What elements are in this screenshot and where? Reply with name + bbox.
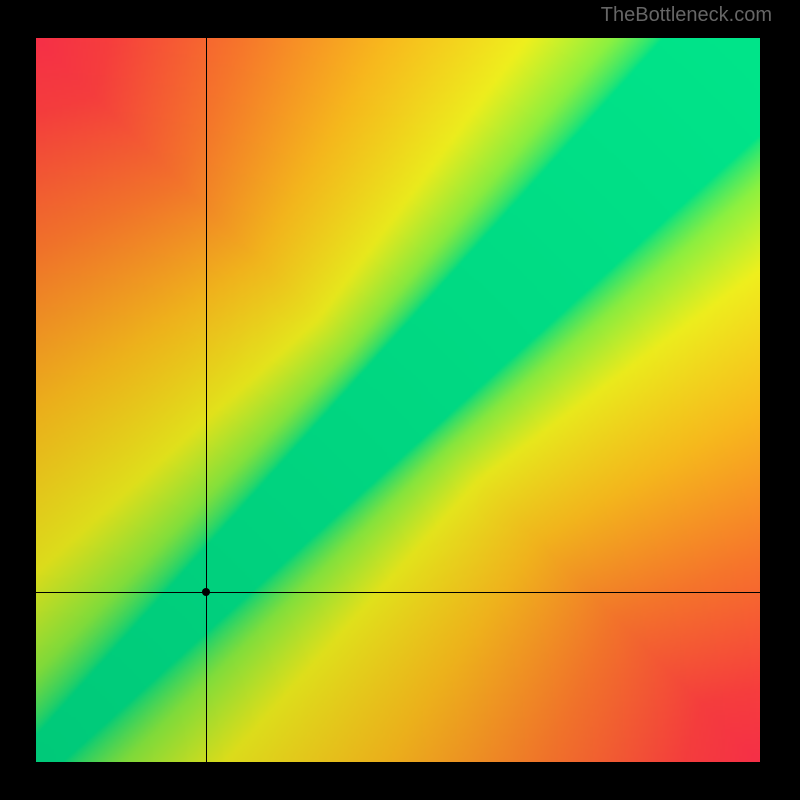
watermark-text: TheBottleneck.com (601, 4, 772, 27)
heatmap-canvas (36, 38, 760, 762)
crosshair-vertical (206, 38, 207, 762)
data-point-marker (202, 588, 210, 596)
crosshair-horizontal (36, 592, 760, 593)
